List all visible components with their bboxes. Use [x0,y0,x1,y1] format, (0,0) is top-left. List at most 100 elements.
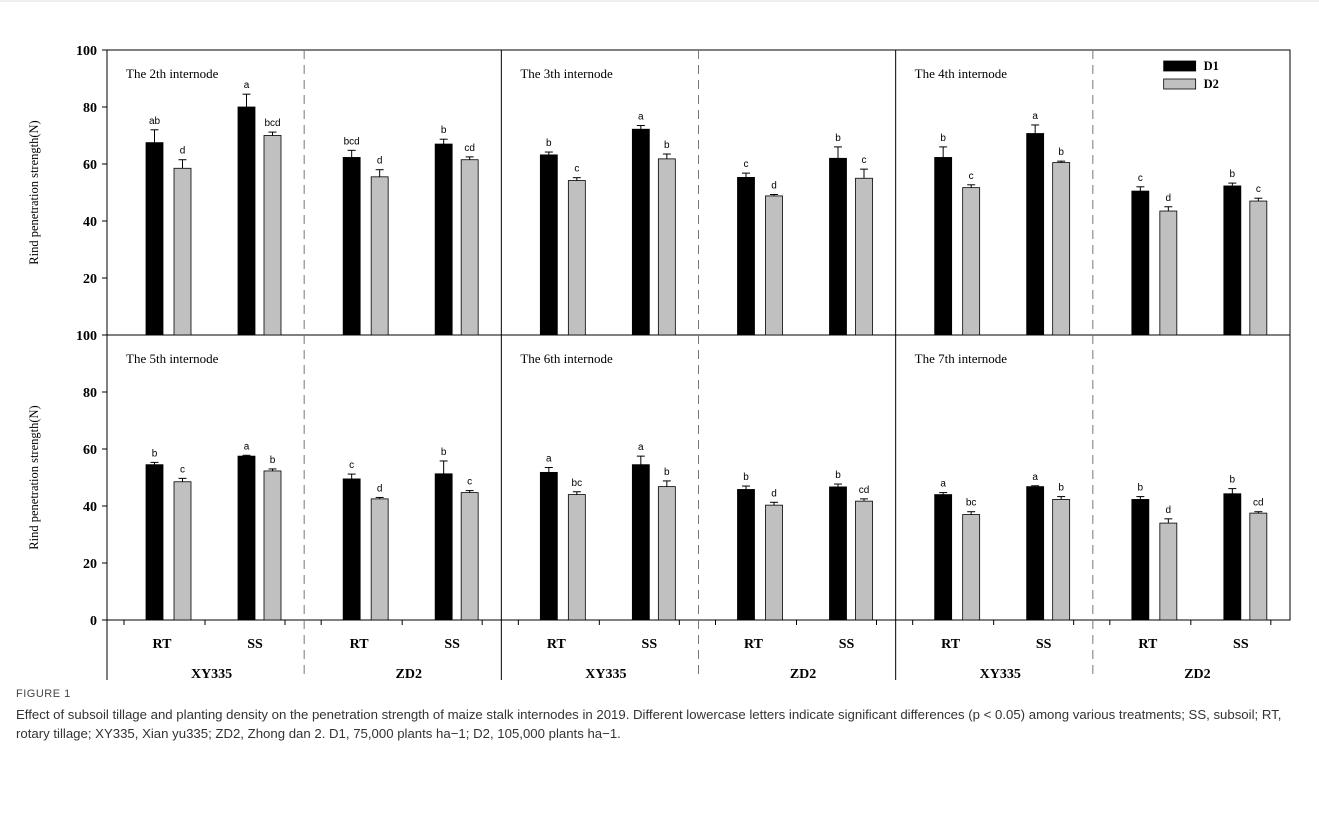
x-label-tillage: RT [941,637,961,652]
bar-d2 [1159,210,1178,336]
x-label-cultivar: ZD2 [790,667,816,680]
significance-letter: bcd [264,118,280,129]
significance-letter: cd [859,485,870,496]
bar-d2 [567,180,586,336]
x-label-cultivar: XY335 [980,667,1021,680]
x-label-cultivar: XY335 [585,667,626,680]
panel-title: The 5th internode [126,351,219,366]
bar-d2 [962,514,981,621]
significance-letter: b [546,138,552,149]
bar-d2 [657,486,676,621]
bar-d1 [1223,185,1242,336]
significance-letter: d [1166,505,1172,516]
significance-letter: d [1166,193,1172,204]
significance-letter: b [940,133,946,144]
bar-d1 [434,143,453,336]
bar-d1 [631,464,650,621]
legend-swatch-d1 [1163,60,1197,72]
figure-label: FIGURE 1 [16,688,71,700]
significance-letter: c [1256,184,1261,195]
bar-d1 [145,464,164,621]
bar-d2 [370,176,389,336]
significance-letter: c [467,477,472,488]
y-tick-label: 40 [83,500,97,515]
bar-d1 [342,478,361,621]
significance-letter: b [664,467,670,478]
x-label-tillage: SS [1036,637,1052,652]
x-label-tillage: RT [547,637,567,652]
bar-d1 [737,489,755,621]
x-label-tillage: SS [642,637,658,652]
significance-letter: a [244,441,250,452]
significance-letter: a [940,479,946,490]
significance-letter: c [574,164,579,175]
x-label-tillage: RT [153,637,173,652]
significance-letter: b [1230,169,1236,180]
significance-letter: c [969,171,974,182]
y-axis-title: Rind penetration strength(N) [27,405,41,549]
y-tick-label: 0 [90,614,97,629]
significance-letter: d [180,146,186,157]
legend-label: D1 [1204,59,1219,73]
significance-letter: b [1138,483,1144,494]
x-label-tillage: SS [247,637,263,652]
significance-letter: bcd [344,136,360,147]
significance-letter: c [349,460,354,471]
bar-d1 [829,486,847,621]
significance-letter: a [638,112,644,123]
bar-d2 [460,492,479,621]
y-tick-label: 100 [76,44,97,59]
significance-letter: a [244,80,250,91]
x-label-cultivar: ZD2 [396,667,422,680]
bar-d1 [1131,499,1150,621]
bar-d1 [1131,190,1150,336]
y-axis-title: Rind penetration strength(N) [27,120,41,264]
bar-d1 [1026,133,1045,336]
bar-d2 [1249,200,1268,336]
significance-letter: bc [966,498,977,509]
bar-d1 [934,157,953,336]
x-label-cultivar: XY335 [191,667,232,680]
significance-letter: d [771,180,777,191]
significance-letter: b [835,133,841,144]
bar-d2 [263,135,282,336]
bar-d2 [1052,162,1071,336]
bar-d2 [855,500,873,621]
bar-d1 [342,157,361,336]
panel-title: The 3th internode [520,66,613,81]
bar-d1 [934,494,953,621]
bar-d1 [1026,486,1045,621]
x-label-tillage: RT [744,637,764,652]
significance-letter: b [1230,475,1236,486]
y-tick-label: 60 [83,158,97,173]
bar-d2 [1159,522,1178,621]
x-label-tillage: SS [1233,637,1249,652]
significance-letter: a [1032,472,1038,483]
y-tick-label: 40 [83,215,97,230]
significance-letter: b [441,125,447,136]
panel-title: The 7th internode [915,351,1008,366]
significance-letter: cd [1253,498,1264,509]
bar-d2 [263,470,282,621]
significance-letter: b [664,140,670,151]
significance-letter: cd [464,143,475,154]
significance-letter: b [270,455,276,466]
bar-d1 [145,142,164,336]
bar-d1 [237,455,256,621]
legend-swatch-d2 [1163,78,1197,90]
bar-d2 [370,498,389,621]
significance-letter: b [1058,147,1064,158]
significance-letter: d [771,488,777,499]
bar-d1 [539,154,558,336]
x-label-tillage: RT [1138,637,1158,652]
panel-title: The 2th internode [126,66,219,81]
bar-d2 [1052,499,1071,621]
bar-d2 [962,187,981,336]
bar-d2 [567,494,586,621]
significance-letter: c [1138,173,1143,184]
x-label-tillage: SS [444,637,460,652]
bar-d1 [1223,493,1242,621]
bar-d2 [173,167,192,336]
bar-d1 [737,176,755,336]
bar-d2 [765,195,783,336]
